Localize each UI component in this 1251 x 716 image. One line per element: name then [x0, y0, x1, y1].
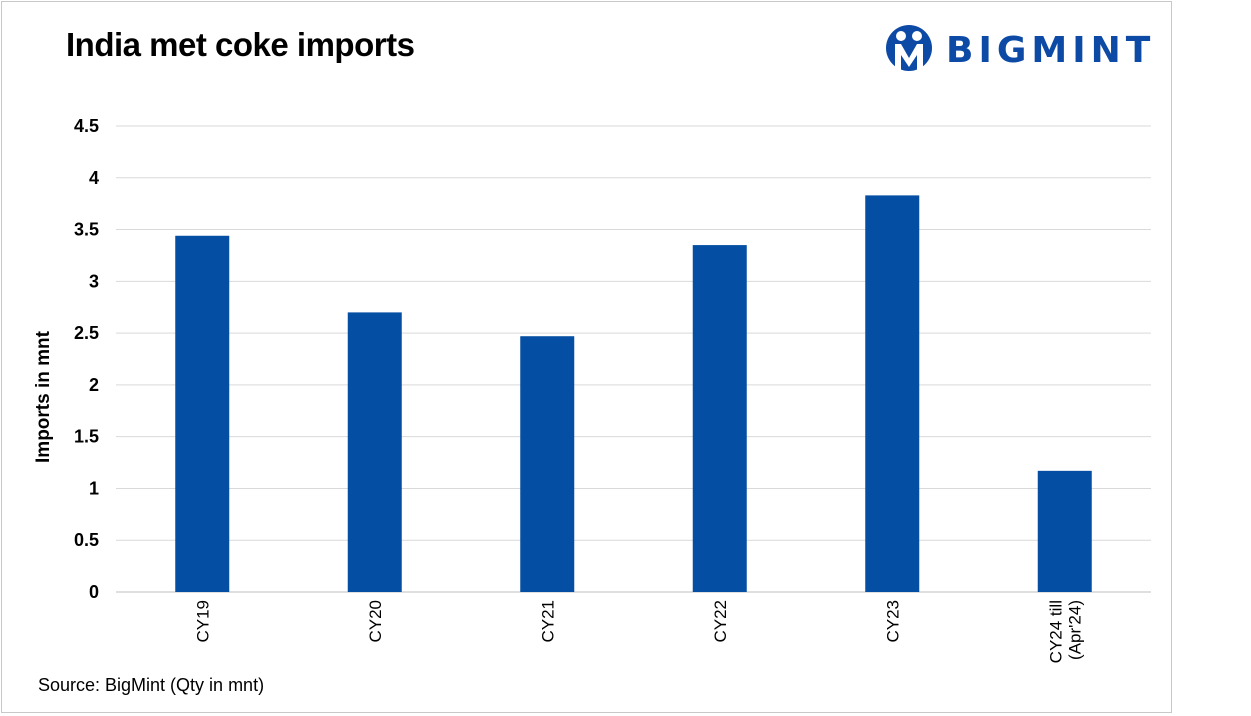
- bigmint-logo: BIGMINT: [884, 20, 1155, 80]
- y-tick-label: 3.5: [74, 220, 99, 240]
- x-tick-label-line: CY21: [538, 600, 557, 643]
- x-tick-label-line: CY24 till: [1046, 600, 1065, 663]
- bar: [520, 336, 575, 592]
- y-tick-label: 0: [89, 582, 99, 602]
- bar: [692, 245, 747, 593]
- y-tick-label: 1.5: [74, 427, 99, 447]
- bar: [865, 195, 920, 593]
- x-tick-label: CY21: [538, 600, 557, 643]
- x-tick-label-line: CY22: [711, 600, 730, 643]
- y-tick-label: 0.5: [74, 530, 99, 550]
- y-tick-label: 1: [89, 478, 99, 498]
- y-tick-label: 4: [89, 168, 99, 188]
- bar: [175, 235, 230, 592]
- x-tick-label-line: CY23: [883, 600, 902, 643]
- y-tick-label: 3: [89, 271, 99, 291]
- y-tick-label: 2.5: [74, 323, 99, 343]
- x-tick-label-line: (Apr'24): [1065, 600, 1084, 660]
- bigmint-logo-text: BIGMINT: [946, 29, 1156, 71]
- x-tick-label: CY22: [711, 600, 730, 643]
- x-tick-label: CY20: [366, 600, 385, 643]
- y-tick-label: 2: [89, 375, 99, 395]
- y-tick-label: 4.5: [74, 116, 99, 136]
- bigmint-logo-icon: [886, 25, 932, 71]
- x-tick-label-line: CY19: [193, 600, 212, 643]
- x-tick-label-line: CY20: [366, 600, 385, 643]
- x-tick-label: CY19: [193, 600, 212, 643]
- x-tick-label: CY24 till (Apr'24): [1046, 600, 1084, 663]
- chart-title: India met coke imports: [66, 26, 415, 63]
- bar: [347, 312, 402, 592]
- x-tick-label: CY23: [883, 600, 902, 643]
- source-note: Source: BigMint (Qty in mnt): [38, 675, 265, 695]
- bar: [1037, 470, 1092, 592]
